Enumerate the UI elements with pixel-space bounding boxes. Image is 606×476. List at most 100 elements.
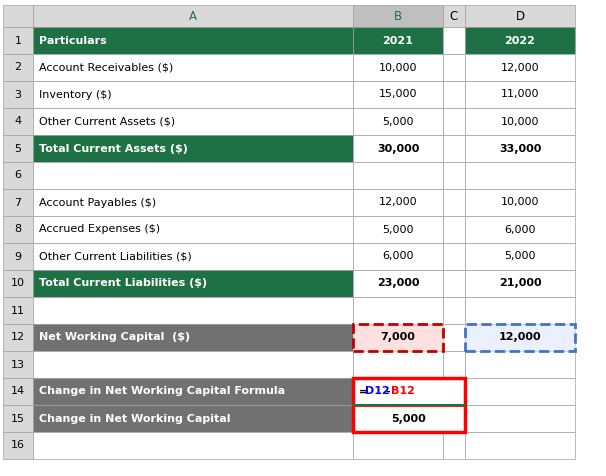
Text: B12: B12 (391, 387, 415, 397)
Text: 6,000: 6,000 (382, 251, 414, 261)
Bar (465, 108, 575, 135)
Text: 15,000: 15,000 (379, 89, 418, 99)
Text: 1: 1 (15, 36, 21, 46)
Text: 13: 13 (11, 359, 25, 369)
Text: A: A (189, 10, 197, 22)
Text: Other Current Liabilities ($): Other Current Liabilities ($) (39, 251, 191, 261)
Bar (3, 324, 33, 351)
Bar (465, 54, 575, 81)
Bar (353, 162, 443, 189)
Bar (353, 324, 443, 351)
Text: 10: 10 (11, 278, 25, 288)
Bar (353, 108, 443, 135)
Bar (3, 216, 33, 243)
Bar (443, 189, 465, 216)
Bar (443, 351, 465, 378)
Text: 6: 6 (15, 170, 21, 180)
Text: 5: 5 (15, 143, 21, 153)
Bar (465, 351, 575, 378)
Text: -: - (385, 387, 390, 397)
Text: 21,000: 21,000 (499, 278, 541, 288)
Bar (3, 81, 33, 108)
Text: Other Current Assets ($): Other Current Assets ($) (39, 117, 175, 127)
Bar (3, 5, 33, 27)
Bar (353, 405, 465, 432)
Text: Change in Net Working Capital Formula: Change in Net Working Capital Formula (39, 387, 285, 397)
Text: B: B (394, 10, 402, 22)
Text: 2: 2 (15, 62, 22, 72)
Bar (465, 405, 575, 432)
Bar (353, 378, 465, 432)
Bar (33, 27, 353, 54)
Text: Change in Net Working Capital: Change in Net Working Capital (39, 414, 230, 424)
Bar (465, 5, 575, 27)
Bar (465, 189, 575, 216)
Bar (3, 432, 33, 459)
Bar (33, 54, 353, 81)
Bar (33, 81, 353, 108)
Bar (3, 162, 33, 189)
Bar (33, 297, 353, 324)
Bar (33, 216, 353, 243)
Bar (465, 324, 575, 351)
Bar (33, 108, 353, 135)
Text: 5,000: 5,000 (382, 225, 414, 235)
Bar (353, 54, 443, 81)
Bar (33, 243, 353, 270)
Bar (33, 270, 353, 297)
Text: Total Current Liabilities ($): Total Current Liabilities ($) (39, 278, 207, 288)
Text: 23,000: 23,000 (377, 278, 419, 288)
Bar (353, 135, 443, 162)
Text: 3: 3 (15, 89, 21, 99)
Bar (353, 270, 443, 297)
Text: 2022: 2022 (505, 36, 536, 46)
Text: 12,000: 12,000 (379, 198, 418, 208)
Bar (3, 378, 33, 405)
Text: 12,000: 12,000 (501, 62, 539, 72)
Text: 30,000: 30,000 (377, 143, 419, 153)
Bar (443, 324, 465, 351)
Bar (33, 189, 353, 216)
Bar (443, 243, 465, 270)
Text: 14: 14 (11, 387, 25, 397)
Text: 9: 9 (15, 251, 22, 261)
Bar (443, 432, 465, 459)
Text: 33,000: 33,000 (499, 143, 541, 153)
Text: Net Working Capital  ($): Net Working Capital ($) (39, 333, 190, 343)
Bar (3, 297, 33, 324)
Bar (465, 270, 575, 297)
Text: D: D (516, 10, 525, 22)
Text: Particulars: Particulars (39, 36, 107, 46)
Text: 7,000: 7,000 (381, 333, 416, 343)
Bar (353, 351, 443, 378)
Bar (465, 297, 575, 324)
Bar (465, 378, 575, 405)
Bar (465, 162, 575, 189)
Text: 11: 11 (11, 306, 25, 316)
Text: 6,000: 6,000 (504, 225, 536, 235)
Text: 11,000: 11,000 (501, 89, 539, 99)
Bar (33, 378, 353, 405)
Bar (465, 243, 575, 270)
Text: 10,000: 10,000 (501, 117, 539, 127)
Text: C: C (450, 10, 458, 22)
Bar (353, 378, 465, 405)
Text: 10,000: 10,000 (379, 62, 418, 72)
Bar (3, 405, 33, 432)
Bar (3, 189, 33, 216)
Bar (3, 54, 33, 81)
Bar (353, 81, 443, 108)
Bar (443, 162, 465, 189)
Bar (465, 27, 575, 54)
Bar (443, 297, 465, 324)
Text: Accrued Expenses ($): Accrued Expenses ($) (39, 225, 160, 235)
Bar (33, 351, 353, 378)
Text: D12: D12 (365, 387, 390, 397)
Bar (353, 378, 465, 405)
Text: 5,000: 5,000 (382, 117, 414, 127)
Bar (353, 5, 443, 27)
Text: 5,000: 5,000 (504, 251, 536, 261)
Bar (3, 243, 33, 270)
Bar (443, 5, 465, 27)
Bar (465, 432, 575, 459)
